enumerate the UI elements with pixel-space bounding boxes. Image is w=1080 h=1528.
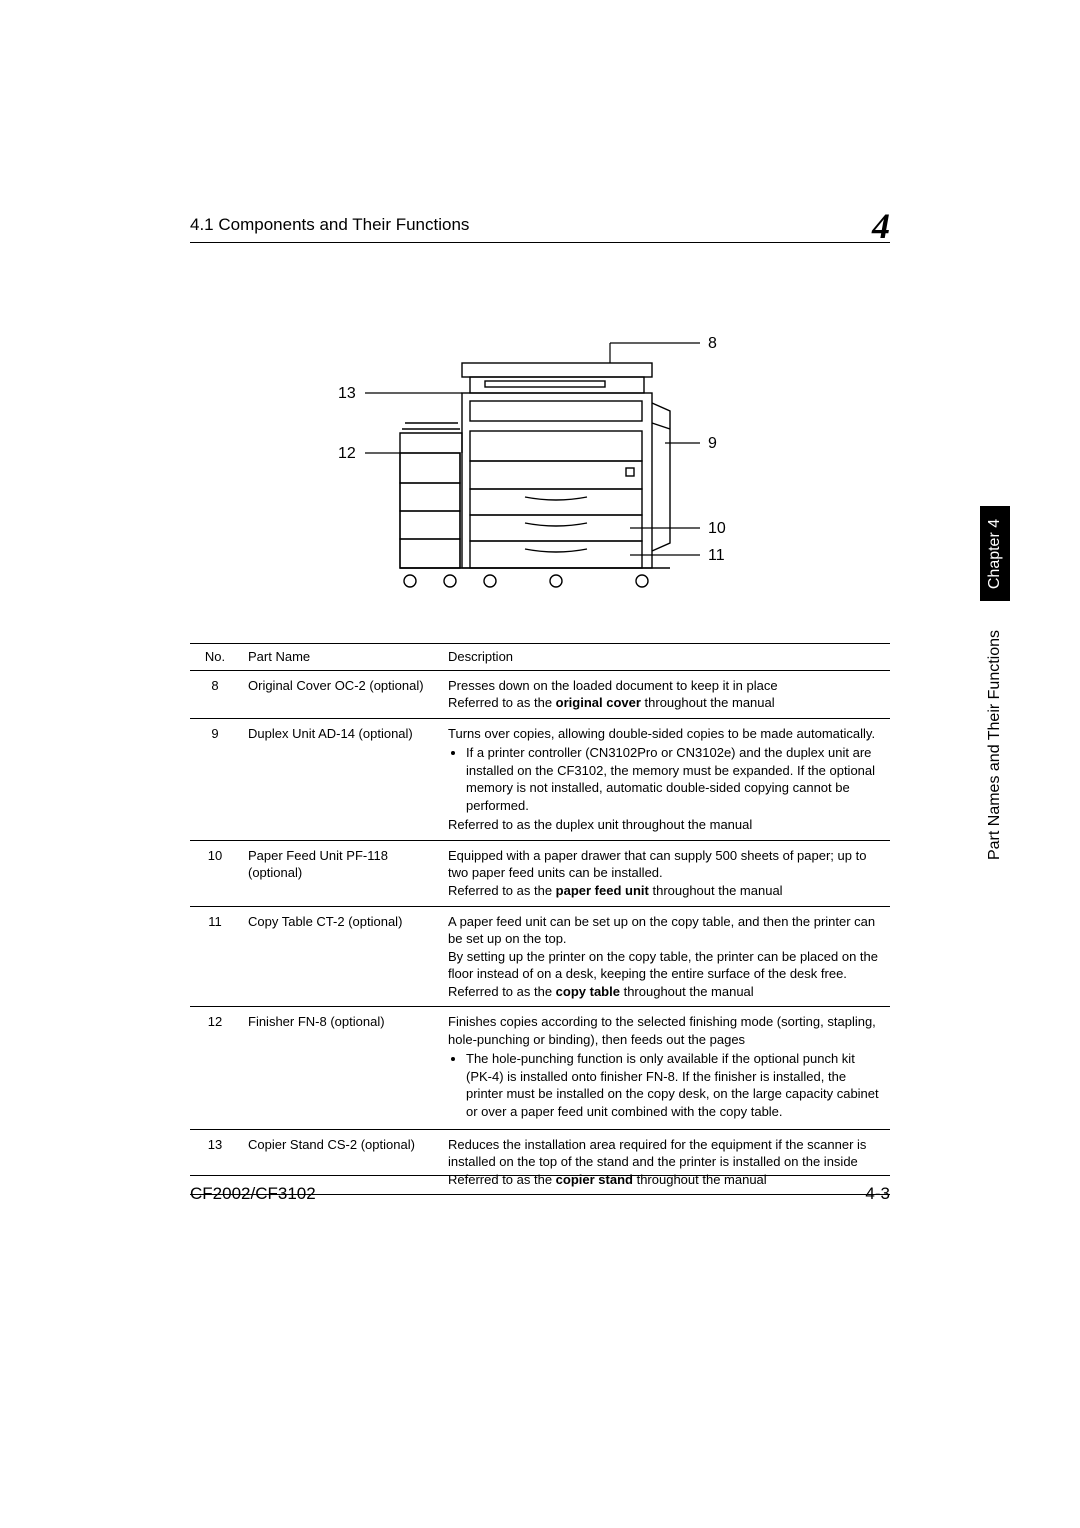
chapter-side-label: Part Names and Their Functions (980, 615, 1010, 875)
chapter-tab: Chapter 4 (980, 506, 1010, 601)
chapter-number: 4 (872, 208, 890, 244)
cell-part-name: Duplex Unit AD-14 (optional) (240, 718, 440, 840)
footer-page-num: 4-3 (865, 1184, 890, 1204)
callout-11: 11 (708, 547, 725, 564)
cell-no: 10 (190, 840, 240, 906)
col-desc: Description (440, 644, 890, 671)
table-row: 9Duplex Unit AD-14 (optional)Turns over … (190, 718, 890, 840)
cell-description: Presses down on the loaded document to k… (440, 670, 890, 718)
cell-description: A paper feed unit can be set up on the c… (440, 906, 890, 1007)
cell-part-name: Paper Feed Unit PF-118 (optional) (240, 840, 440, 906)
table-header-row: No. Part Name Description (190, 644, 890, 671)
col-no: No. (190, 644, 240, 671)
chapter-side-text: Part Names and Their Functions (986, 630, 1004, 860)
cell-no: 9 (190, 718, 240, 840)
callout-12: 12 (338, 445, 356, 462)
footer-model: CF2002/CF3102 (190, 1184, 316, 1204)
callout-8: 8 (708, 335, 717, 352)
cell-part-name: Copy Table CT-2 (optional) (240, 906, 440, 1007)
cell-description: Turns over copies, allowing double-sided… (440, 718, 890, 840)
chapter-tab-label: Chapter 4 (986, 518, 1004, 588)
table-row: 8Original Cover OC-2 (optional)Presses d… (190, 670, 890, 718)
callout-13: 13 (338, 385, 356, 402)
table-row: 11Copy Table CT-2 (optional)A paper feed… (190, 906, 890, 1007)
copier-diagram: 8 9 10 11 13 12 (190, 293, 890, 603)
callout-10: 10 (708, 520, 726, 537)
cell-description: Equipped with a paper drawer that can su… (440, 840, 890, 906)
parts-table: No. Part Name Description 8Original Cove… (190, 643, 890, 1195)
page-content: 4.1 Components and Their Functions 4 (190, 200, 890, 1195)
page-footer: CF2002/CF3102 4-3 (190, 1175, 890, 1204)
table-row: 12Finisher FN-8 (optional)Finishes copie… (190, 1007, 890, 1129)
section-title: 4.1 Components and Their Functions (190, 215, 872, 235)
page-header: 4.1 Components and Their Functions 4 (190, 200, 890, 243)
col-part: Part Name (240, 644, 440, 671)
cell-part-name: Finisher FN-8 (optional) (240, 1007, 440, 1129)
cell-no: 8 (190, 670, 240, 718)
cell-part-name: Original Cover OC-2 (optional) (240, 670, 440, 718)
callout-9: 9 (708, 435, 717, 452)
cell-description: Finishes copies according to the selecte… (440, 1007, 890, 1129)
table-row: 10Paper Feed Unit PF-118 (optional)Equip… (190, 840, 890, 906)
cell-no: 11 (190, 906, 240, 1007)
cell-no: 12 (190, 1007, 240, 1129)
